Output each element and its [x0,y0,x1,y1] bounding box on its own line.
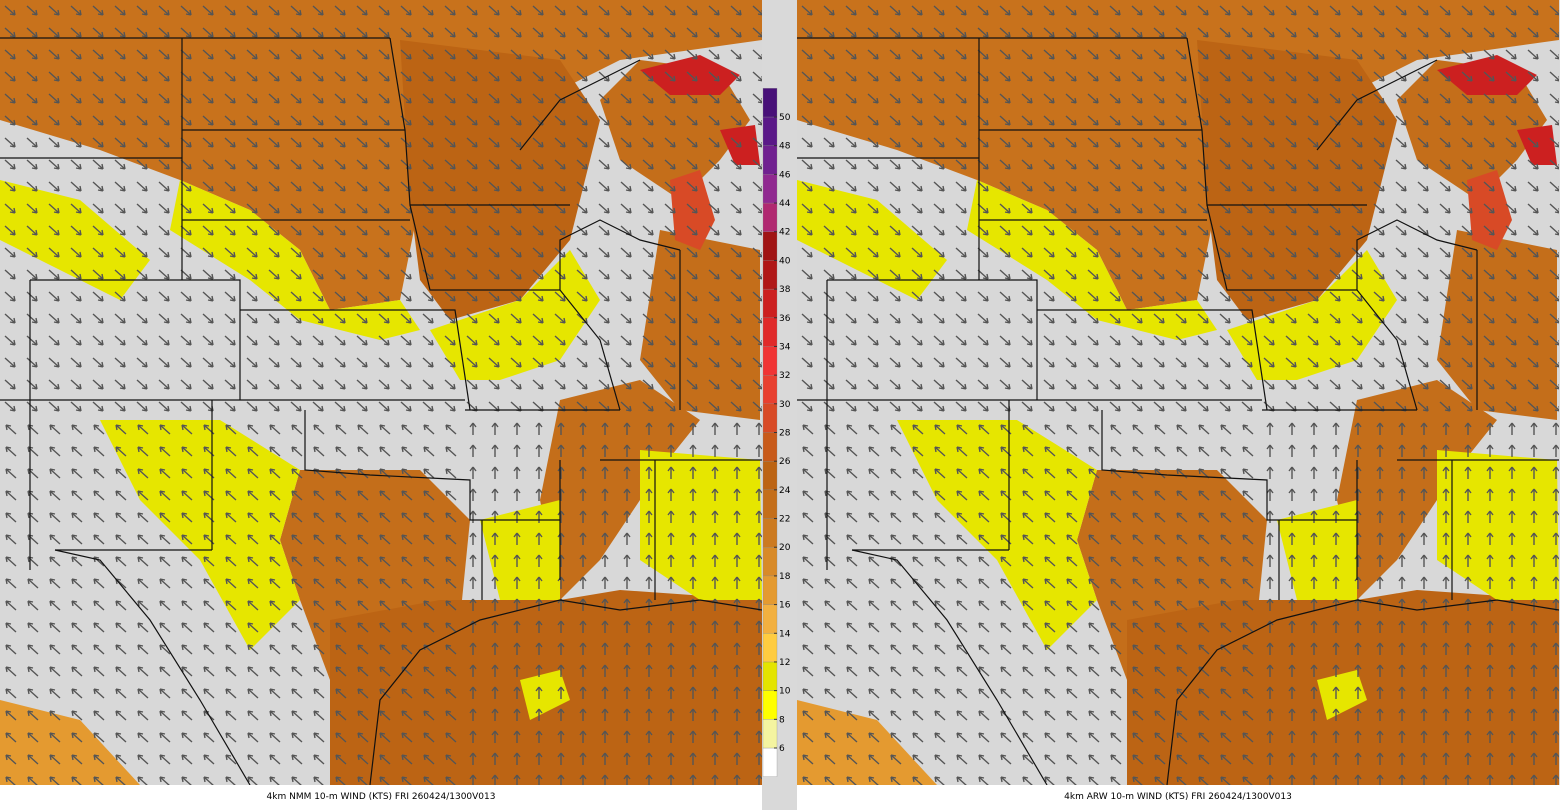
colorbar: 6 8 10 12 14 16 18 20 22 24 26 28 30 32 34 36 38 40 42 44 46… [762,88,791,777]
colorbar-swatch [762,661,778,691]
colorbar-label: 28 [779,429,791,439]
colorbar-label: 16 [779,601,791,611]
colorbar-swatch [762,747,778,777]
colorbar-label: 46 [779,170,791,180]
colorbar-swatch [762,346,778,376]
colorbar-swatch [762,518,778,548]
caption-strip [797,785,1560,810]
colorbar-label: 44 [779,199,791,209]
colorbar-swatch [762,88,778,118]
colorbar-label: 48 [779,142,791,152]
colorbar-swatch [762,116,778,146]
colorbar-swatch [762,547,778,577]
colorbar-label: 14 [779,629,791,639]
colorbar-label: 40 [779,256,791,266]
colorbar-swatch [762,260,778,290]
caption: 4km ARW 10-m WIND (KTS) FRI 260424/1300V… [1064,792,1292,802]
colorbar-swatch [762,374,778,404]
colorbar-label: 8 [779,715,785,725]
colorbar-label: 42 [779,228,790,238]
colorbar-label: 10 [779,687,791,697]
colorbar-swatch [762,719,778,749]
caption: 4km NMM 10-m WIND (KTS) FRI 260424/1300V… [267,792,496,802]
colorbar-swatch [762,317,778,347]
colorbar-label: 12 [779,658,790,668]
colorbar-swatch [762,575,778,605]
colorbar-swatch [762,288,778,318]
colorbar-swatch [762,604,778,634]
colorbar-label: 50 [779,113,791,123]
colorbar-label: 26 [779,457,791,467]
colorbar-swatch [762,174,778,204]
colorbar-swatch [762,403,778,433]
right-map [797,0,1559,785]
colorbar-swatch [762,489,778,519]
left-map [0,0,762,785]
colorbar-swatch [762,432,778,462]
colorbar-swatch [762,231,778,261]
colorbar-label: 6 [779,744,785,754]
colorbar-swatch [762,145,778,175]
caption-strip [0,785,762,810]
colorbar-swatch [762,202,778,232]
colorbar-label: 34 [779,342,791,352]
colorbar-label: 22 [779,515,790,525]
colorbar-label: 36 [779,314,791,324]
colorbar-label: 24 [779,486,791,496]
colorbar-swatch [762,633,778,663]
colorbar-label: 18 [779,572,791,582]
colorbar-label: 38 [779,285,791,295]
colorbar-label: 32 [779,371,790,381]
colorbar-swatch [762,690,778,720]
colorbar-label: 30 [779,400,791,410]
colorbar-label: 20 [779,543,791,553]
colorbar-swatch [762,461,778,491]
